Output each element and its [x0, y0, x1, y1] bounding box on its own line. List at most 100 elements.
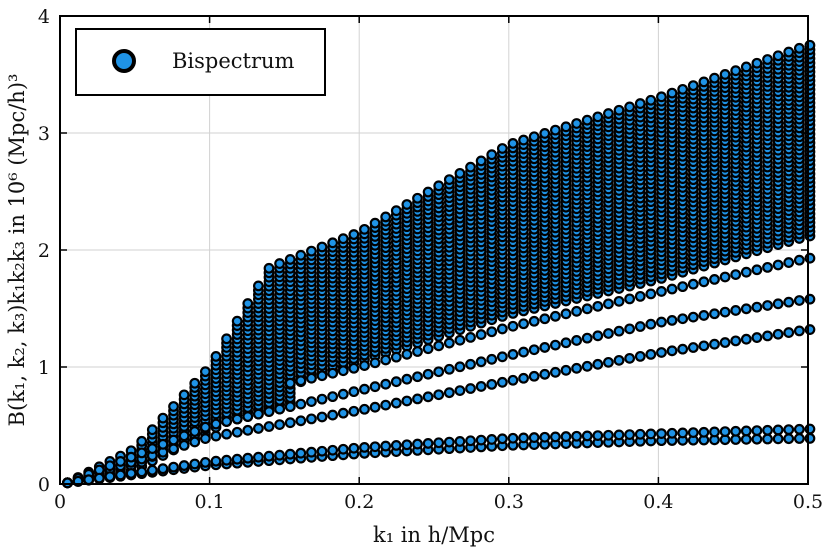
data-point — [263, 450, 275, 462]
data-point — [730, 335, 742, 347]
data-point — [284, 401, 296, 412]
data-point — [136, 447, 148, 459]
data-point — [772, 328, 784, 340]
data-point — [401, 395, 413, 407]
data-point — [783, 257, 795, 268]
data-point — [677, 343, 689, 355]
data-point — [613, 354, 625, 366]
data-point — [592, 111, 604, 123]
data-point — [496, 143, 508, 154]
data-point — [359, 383, 370, 395]
data-point — [698, 426, 710, 438]
data-point — [751, 301, 763, 313]
data-point — [306, 372, 317, 384]
data-point — [369, 441, 381, 453]
data-point — [793, 254, 805, 266]
data-point — [274, 403, 286, 415]
data-point — [168, 401, 179, 412]
data-point — [603, 108, 614, 119]
data-point — [581, 430, 593, 442]
data-point — [284, 448, 296, 460]
data-point — [252, 451, 264, 463]
data-point — [687, 342, 699, 353]
data-point — [571, 430, 582, 442]
data-point — [316, 393, 328, 405]
data-point — [772, 433, 784, 445]
y-tick-label: 4 — [38, 6, 50, 28]
data-point — [252, 408, 264, 420]
data-point — [656, 91, 667, 103]
data-point — [348, 229, 360, 240]
data-point — [337, 407, 349, 419]
data-point — [359, 360, 370, 372]
data-point — [422, 391, 434, 403]
data-point — [740, 333, 752, 345]
data-point — [412, 393, 423, 405]
data-point — [199, 366, 211, 378]
data-point — [518, 346, 529, 358]
data-point — [390, 205, 402, 217]
data-point — [549, 310, 561, 322]
data-point — [581, 114, 593, 126]
data-point — [698, 276, 710, 288]
x-tick-label: 0.5 — [793, 491, 823, 513]
data-point — [443, 337, 455, 349]
data-point — [475, 381, 487, 392]
data-point — [613, 104, 625, 116]
data-point — [146, 464, 158, 476]
data-point — [772, 50, 784, 62]
data-point — [496, 351, 508, 363]
data-point — [507, 137, 519, 149]
data-point — [189, 377, 201, 389]
data-point — [390, 351, 402, 363]
data-point — [666, 427, 678, 439]
data-point — [719, 337, 731, 348]
data-point — [581, 360, 593, 372]
data-point — [762, 433, 773, 445]
data-point — [168, 461, 179, 473]
data-point — [687, 80, 699, 92]
data-point — [125, 468, 137, 479]
data-point — [518, 318, 529, 330]
x-tick-label: 0.3 — [494, 491, 524, 513]
data-point — [581, 332, 593, 344]
data-point — [751, 425, 763, 437]
data-point — [772, 298, 784, 310]
data-point — [231, 315, 243, 327]
data-point — [549, 124, 561, 136]
data-point — [762, 54, 773, 65]
data-point — [793, 295, 805, 306]
y-axis-label: B(k₁, k₂, k₃)k₁k₂k₃ in 10⁶ (Mpc/h)³ — [5, 74, 29, 427]
data-point — [221, 416, 232, 427]
data-point — [772, 424, 784, 436]
data-point — [762, 424, 773, 436]
legend: Bispectrum — [75, 28, 326, 96]
data-point — [624, 352, 636, 364]
data-point — [518, 372, 529, 384]
data-point — [199, 421, 211, 433]
data-point — [62, 477, 73, 489]
data-point — [613, 429, 625, 441]
data-point — [136, 435, 148, 447]
data-point — [136, 466, 148, 478]
data-point — [242, 424, 254, 436]
data-point — [560, 308, 572, 320]
data-point — [146, 424, 158, 436]
x-tick-label: 0.4 — [643, 491, 673, 513]
data-point — [401, 439, 413, 451]
data-point — [634, 428, 646, 440]
data-point — [327, 391, 339, 403]
data-point — [369, 381, 381, 393]
data-point — [475, 155, 487, 167]
data-point — [316, 241, 328, 253]
data-point — [677, 427, 689, 439]
data-point — [486, 326, 498, 338]
data-point — [560, 364, 572, 376]
data-point — [83, 474, 95, 486]
data-point — [316, 370, 328, 382]
data-point — [804, 293, 816, 305]
y-tick-label: 3 — [38, 123, 50, 145]
data-point — [634, 98, 646, 109]
data-point — [528, 370, 540, 382]
